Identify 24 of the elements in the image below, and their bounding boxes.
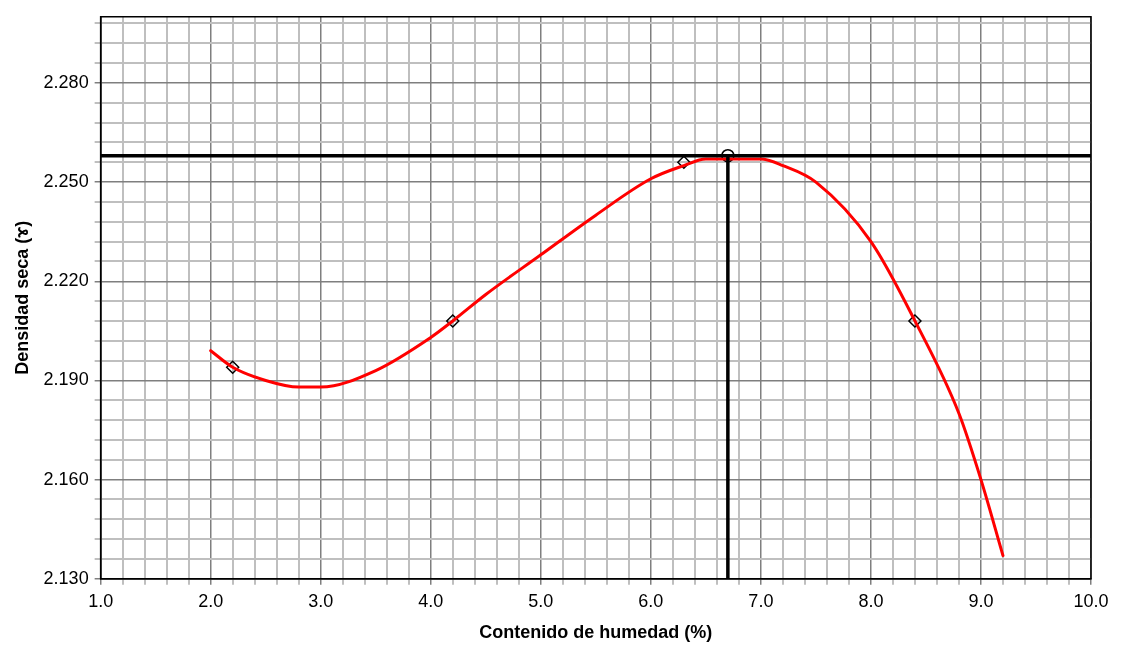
x-tick-label: 2.0 <box>198 590 224 611</box>
y-tick-label: 2.280 <box>43 71 89 92</box>
y-tick-label: 2.220 <box>43 270 89 291</box>
y-tick-label: 2.160 <box>43 468 89 489</box>
x-tick-label: 9.0 <box>968 590 994 611</box>
x-tick-label: 8.0 <box>858 590 884 611</box>
x-tick-label: 7.0 <box>748 590 774 611</box>
x-tick-label: 3.0 <box>308 590 334 611</box>
point <box>908 314 922 328</box>
x-tick-label: 10.0 <box>1073 590 1109 611</box>
x-axis-title: Contenido de humedad (%) <box>479 622 713 643</box>
y-tick-label: 2.130 <box>43 567 89 588</box>
y-tick-label: 2.250 <box>43 171 89 192</box>
x-tick-label: 6.0 <box>638 590 664 611</box>
point <box>721 148 735 163</box>
point <box>225 360 240 374</box>
x-tick-label: 4.0 <box>418 590 444 611</box>
y-axis-title: Densidad seca (ɤ) <box>11 220 32 375</box>
x-tick-label: 5.0 <box>528 590 554 611</box>
point <box>677 155 691 170</box>
line-series <box>209 157 1005 558</box>
x-tick-label: 1.0 <box>88 590 114 611</box>
y-tick-label: 2.190 <box>43 369 89 390</box>
point <box>446 314 460 328</box>
